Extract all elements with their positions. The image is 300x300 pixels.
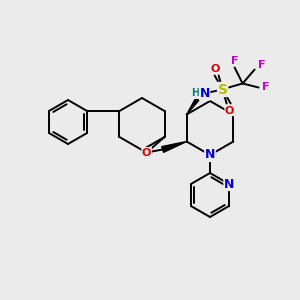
- Text: N: N: [224, 178, 234, 190]
- Text: O: O: [211, 64, 220, 74]
- Polygon shape: [162, 142, 187, 152]
- Text: O: O: [225, 106, 234, 116]
- Text: H: H: [192, 88, 200, 98]
- Text: N: N: [200, 87, 210, 100]
- Text: F: F: [231, 56, 238, 65]
- Text: N: N: [205, 148, 215, 161]
- Polygon shape: [187, 93, 203, 115]
- Text: O: O: [142, 148, 151, 158]
- Text: F: F: [262, 82, 269, 92]
- Text: S: S: [218, 82, 228, 97]
- Text: F: F: [258, 59, 266, 70]
